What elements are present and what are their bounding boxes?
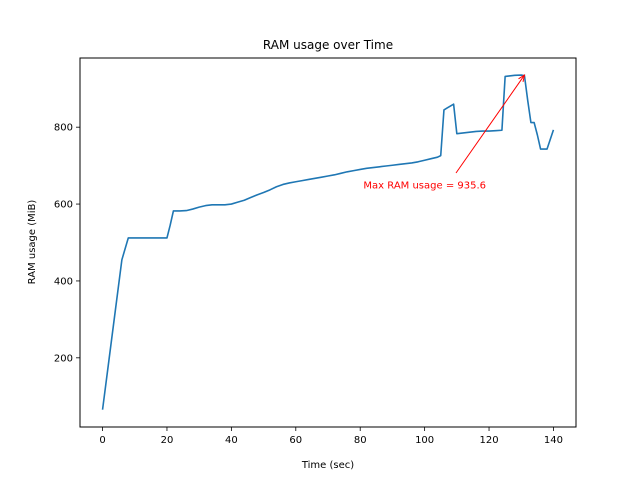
x-axis-label: Time (sec)	[301, 460, 354, 471]
x-tick-label: 40	[225, 435, 238, 446]
x-tick-label: 80	[354, 435, 367, 446]
y-axis-label: RAM usage (MiB)	[27, 200, 38, 285]
annotation-arrowhead	[518, 74, 526, 83]
x-tick-label: 20	[161, 435, 174, 446]
y-axis-ticks: 200 400 600 800	[54, 123, 80, 364]
x-tick-label: 120	[479, 435, 498, 446]
chart-title: RAM usage over Time	[263, 38, 393, 52]
x-tick-label: 140	[544, 435, 563, 446]
plot-area-frame	[79, 57, 577, 428]
x-tick-label: 100	[415, 435, 434, 446]
max-ram-annotation: Max RAM usage = 935.6	[363, 74, 526, 192]
y-tick-label: 600	[54, 200, 73, 211]
x-tick-label: 0	[99, 435, 105, 446]
annotation-label: Max RAM usage = 935.6	[363, 181, 486, 192]
y-tick-label: 800	[54, 123, 73, 134]
x-axis-ticks: 0 20 40 60 80 100 120 140	[99, 427, 563, 446]
y-tick-label: 200	[54, 353, 73, 364]
ram-usage-line	[101, 74, 555, 410]
x-tick-label: 60	[289, 435, 302, 446]
y-tick-label: 400	[54, 276, 73, 287]
annotation-arrow	[455, 74, 525, 174]
